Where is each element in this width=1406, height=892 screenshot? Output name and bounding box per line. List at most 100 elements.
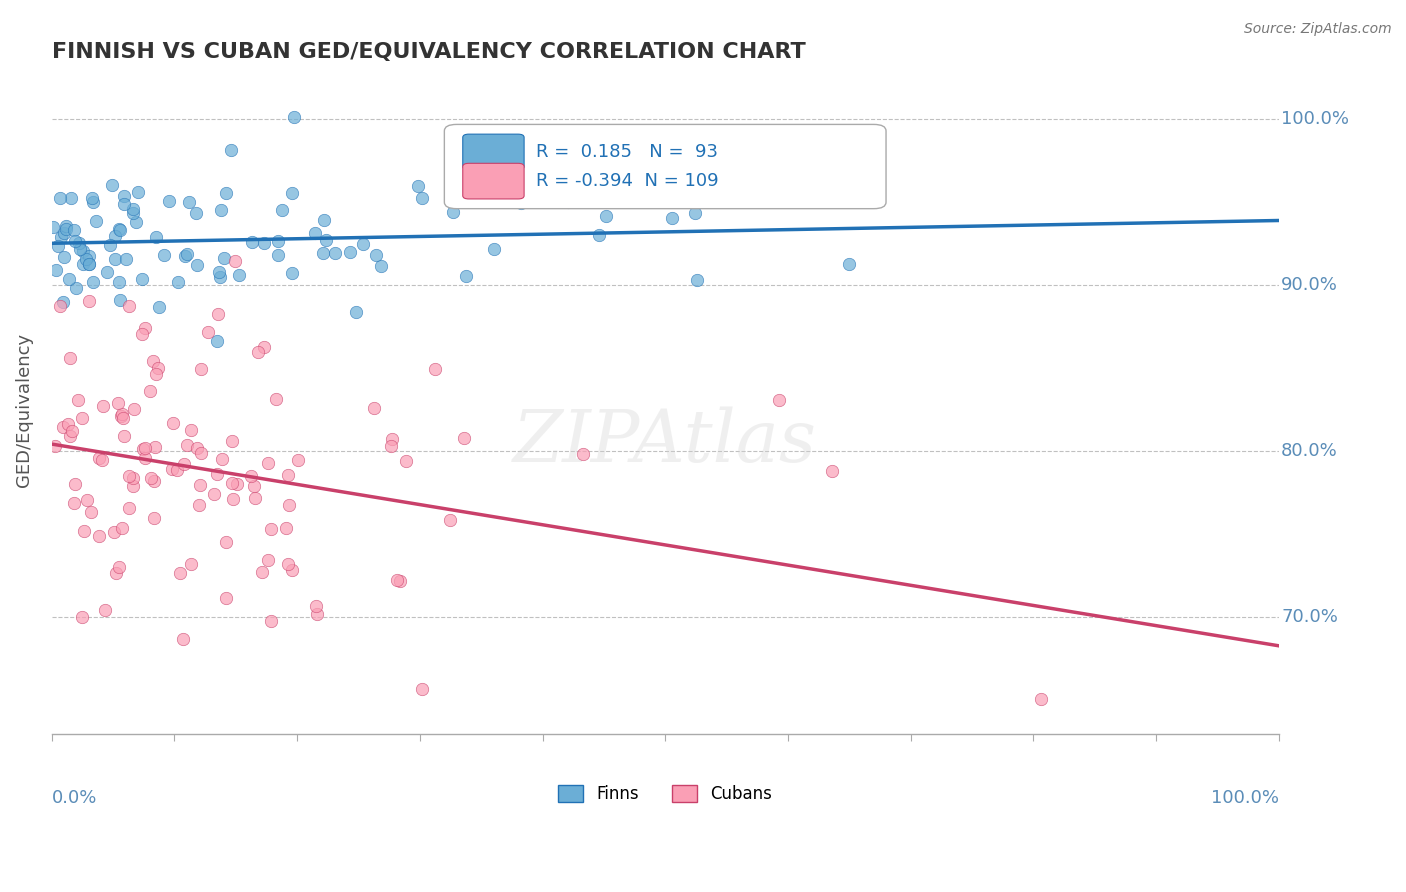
Point <box>281 186 304 201</box>
Point <box>131 272 153 286</box>
Point <box>441 204 464 219</box>
Point <box>153 248 176 262</box>
Point <box>67 235 90 250</box>
Point <box>212 251 235 265</box>
Point <box>456 268 478 283</box>
Point <box>103 525 125 540</box>
Point <box>838 257 860 271</box>
Text: 100.0%: 100.0% <box>1211 789 1278 806</box>
Point <box>166 275 188 289</box>
Point <box>281 266 304 280</box>
Point <box>482 242 505 256</box>
Point <box>259 522 281 536</box>
Point <box>370 259 392 273</box>
Point <box>307 607 329 621</box>
Point <box>82 275 104 289</box>
Point <box>122 206 145 220</box>
Point <box>80 191 103 205</box>
Point <box>240 468 263 483</box>
Point <box>110 293 132 307</box>
Point <box>281 563 304 577</box>
Text: 80.0%: 80.0% <box>1281 442 1339 460</box>
Point <box>247 345 270 359</box>
Point <box>517 774 540 789</box>
Point <box>111 407 134 421</box>
Point <box>91 399 114 413</box>
Point <box>205 334 228 348</box>
Point <box>287 453 309 467</box>
Point <box>121 471 143 485</box>
Point <box>55 219 77 233</box>
Point <box>423 362 446 376</box>
Point <box>107 559 129 574</box>
Point <box>94 602 117 616</box>
Point <box>389 574 412 588</box>
Point <box>685 272 707 286</box>
Point <box>58 351 80 365</box>
Point <box>209 203 232 218</box>
Point <box>226 476 249 491</box>
Point <box>253 235 276 250</box>
Point <box>453 431 475 445</box>
Point <box>60 424 83 438</box>
Point <box>157 194 180 208</box>
Point <box>176 247 198 261</box>
Point <box>107 222 129 236</box>
Point <box>277 558 299 572</box>
Point <box>250 565 273 579</box>
Point <box>190 362 212 376</box>
Point <box>245 491 267 505</box>
Point <box>65 281 87 295</box>
Point <box>114 252 136 266</box>
Point <box>820 464 842 478</box>
FancyBboxPatch shape <box>463 163 524 199</box>
Text: R = -0.394  N = 109: R = -0.394 N = 109 <box>536 172 718 191</box>
Point <box>104 252 127 266</box>
Point <box>366 248 388 262</box>
Point <box>162 416 184 430</box>
Point <box>52 294 75 309</box>
Point <box>145 229 167 244</box>
Point <box>283 111 305 125</box>
Point <box>768 392 790 407</box>
Point <box>184 205 207 219</box>
Text: FINNISH VS CUBAN GED/EQUIVALENCY CORRELATION CHART: FINNISH VS CUBAN GED/EQUIVALENCY CORRELA… <box>52 42 806 62</box>
Point <box>257 552 280 566</box>
Point <box>277 468 299 483</box>
Point <box>557 194 579 209</box>
Point <box>177 195 200 210</box>
Point <box>80 505 103 519</box>
Point <box>79 257 101 271</box>
Point <box>96 265 118 279</box>
Point <box>305 599 328 614</box>
Point <box>63 223 86 237</box>
Point <box>112 189 135 203</box>
Point <box>339 244 361 259</box>
Point <box>82 194 104 209</box>
Point <box>72 256 94 270</box>
Point <box>87 528 110 542</box>
Point <box>439 513 461 527</box>
Point <box>1029 691 1052 706</box>
Point <box>406 178 429 193</box>
Point <box>72 411 94 425</box>
Point <box>385 574 408 588</box>
Point <box>49 191 72 205</box>
Point <box>173 249 195 263</box>
Point <box>208 270 231 285</box>
Point <box>49 230 72 244</box>
Point <box>132 442 155 457</box>
Point <box>53 226 76 240</box>
Point <box>571 447 593 461</box>
Point <box>107 396 129 410</box>
Point <box>127 185 149 199</box>
Point <box>215 535 238 549</box>
Point <box>91 452 114 467</box>
Point <box>395 454 418 468</box>
Point <box>142 474 165 488</box>
Point <box>46 239 69 253</box>
Point <box>380 439 402 453</box>
Point <box>257 456 280 470</box>
Point <box>510 196 533 211</box>
Point <box>118 299 141 313</box>
